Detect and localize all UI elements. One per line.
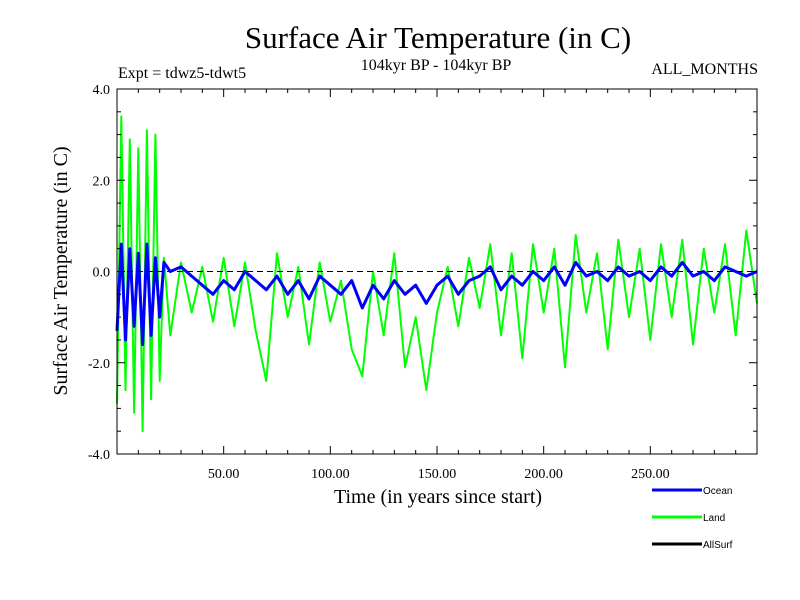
chart-right-note: ALL_MONTHS [651, 61, 758, 78]
x-tick-label: 200.00 [524, 467, 563, 482]
x-tick-label: 50.00 [208, 467, 240, 482]
chart-subtitle: 104kyr BP - 104kyr BP [361, 57, 512, 74]
y-axis-label: Surface Air Temperature (in C) [50, 146, 72, 395]
y-tick-label: 4.0 [93, 83, 111, 98]
legend-label-allsurf: AllSurf [703, 540, 733, 551]
series-line-land [116, 115, 758, 433]
y-tick-label: 0.0 [93, 266, 111, 281]
y-tick-label: -4.0 [88, 448, 110, 463]
legend: Ocean Land AllSurf [652, 486, 733, 551]
x-tick-label: 150.00 [418, 467, 457, 482]
plot-frame [116, 88, 758, 455]
chart-title: Surface Air Temperature (in C) [245, 20, 631, 55]
legend-label-ocean: Ocean [703, 486, 732, 497]
x-tick-label: 250.00 [631, 467, 670, 482]
legend-label-land: Land [703, 513, 725, 524]
series-line-ocean [115, 242, 758, 346]
x-axis-label: Time (in years since start) [334, 486, 542, 508]
axes: -4.0 -2.0 0.0 2.0 4.0 50.00 100.00 150.00 200.00… [88, 83, 757, 482]
x-tick-label: 100.00 [311, 467, 350, 482]
series-layer [115, 115, 758, 433]
y-tick-label: 2.0 [93, 174, 111, 189]
y-tick-label: -2.0 [88, 357, 110, 372]
chart-left-note: Expt = tdwz5-tdwt5 [118, 65, 246, 82]
